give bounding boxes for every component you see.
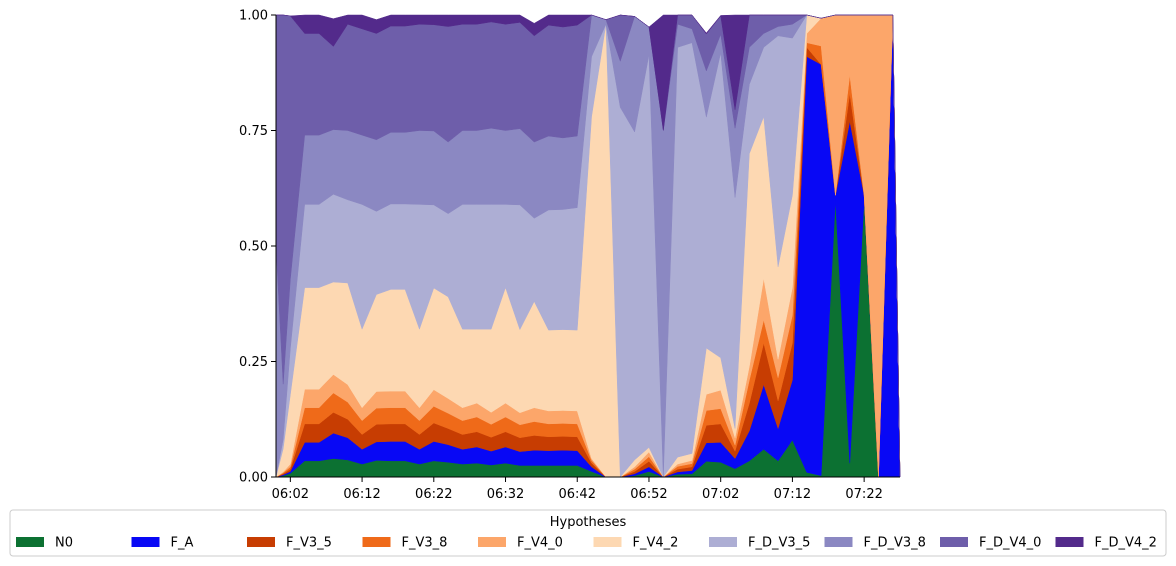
legend-swatch <box>362 537 391 547</box>
legend-frame <box>9 509 1167 557</box>
legend-swatch <box>824 537 853 547</box>
legend-label: F_V3_8 <box>402 536 448 551</box>
legend-label: F_V4_0 <box>517 536 563 551</box>
legend: Hypotheses N0 F_A F_V3_5 F_V3_8 F_V4_0 F_V4_2… <box>9 509 1167 557</box>
legend-item-n0: N0 <box>16 536 73 551</box>
y-tick-label: 1.00 <box>239 9 268 24</box>
legend-item-f-v4-2: F_V4_2 <box>593 536 679 551</box>
legend-swatch <box>16 537 44 547</box>
legend-item-f-d-v4-2: F_D_V4_2 <box>1055 536 1157 551</box>
x-ticks-group: 06:02 06:12 06:22 06:32 06:42 06:52 07:02 07:12… <box>272 477 883 502</box>
legend-item-f-v3-8: F_V3_8 <box>362 536 448 551</box>
legend-swatch <box>940 537 968 547</box>
legend-item-f-d-v3-8: F_D_V3_8 <box>824 536 926 551</box>
x-tick-label: 07:12 <box>774 487 811 502</box>
y-tick-label: 0.25 <box>239 355 268 370</box>
legend-label: F_D_V3_8 <box>864 536 926 551</box>
x-tick-label: 06:22 <box>415 487 452 502</box>
x-tick-label: 07:22 <box>845 487 882 502</box>
legend-label: F_D_V4_0 <box>979 536 1041 551</box>
y-tick-label: 0.00 <box>239 471 268 486</box>
legend-swatch <box>131 537 160 547</box>
legend-swatch <box>593 537 622 547</box>
y-tick-label: 0.50 <box>239 240 268 255</box>
x-tick-label: 07:02 <box>702 487 739 502</box>
legend-item-f-d-v3-5: F_D_V3_5 <box>709 536 810 551</box>
legend-swatch <box>478 537 506 547</box>
legend-label: F_D_V3_5 <box>748 536 810 551</box>
legend-label: F_D_V4_2 <box>1095 536 1157 551</box>
x-tick-label: 06:52 <box>630 487 667 502</box>
legend-title: Hypotheses <box>550 515 627 530</box>
legend-item-f-a: F_A <box>131 536 194 551</box>
legend-item-f-v3-5: F_V3_5 <box>247 536 332 551</box>
legend-swatch <box>1055 537 1084 547</box>
legend-swatch <box>709 537 737 547</box>
legend-label: N0 <box>55 536 73 551</box>
x-tick-label: 06:02 <box>272 487 309 502</box>
x-tick-label: 06:12 <box>343 487 380 502</box>
legend-swatch <box>247 537 275 547</box>
x-tick-label: 06:42 <box>559 487 596 502</box>
x-tick-label: 06:32 <box>487 487 524 502</box>
legend-label: F_V3_5 <box>286 536 332 551</box>
area-series-group <box>275 14 901 478</box>
y-tick-label: 0.75 <box>239 124 268 139</box>
y-ticks-group: 0.00 0.25 0.50 0.75 1.00 <box>239 9 276 486</box>
legend-item-f-v4-0: F_V4_0 <box>478 536 563 551</box>
legend-items: N0 F_A F_V3_5 F_V3_8 F_V4_0 F_V4_2 F_D_V3_5 F_D… <box>16 536 1157 551</box>
legend-label: F_A <box>171 536 194 551</box>
legend-label: F_V4_2 <box>633 536 679 551</box>
legend-item-f-d-v4-0: F_D_V4_0 <box>940 536 1041 551</box>
